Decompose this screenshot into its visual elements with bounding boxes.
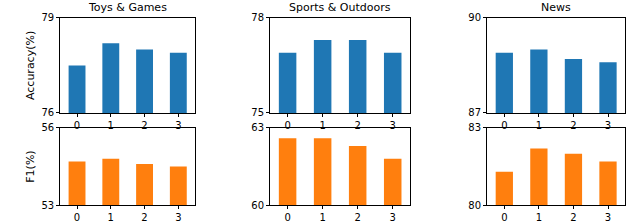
svg-text:2: 2 <box>354 120 360 131</box>
svg-text:0: 0 <box>284 212 290 221</box>
svg-text:79: 79 <box>41 12 54 23</box>
svg-text:60: 60 <box>251 200 264 211</box>
svg-text:F1(%): F1(%) <box>24 150 37 182</box>
svg-text:Sports & Outdoors: Sports & Outdoors <box>289 1 391 14</box>
svg-text:63: 63 <box>251 122 264 133</box>
svg-text:Toys & Games: Toys & Games <box>88 1 167 14</box>
svg-text:1: 1 <box>536 120 542 131</box>
svg-text:2: 2 <box>570 212 576 221</box>
svg-text:1: 1 <box>108 120 114 131</box>
svg-text:1: 1 <box>108 212 114 221</box>
svg-text:0: 0 <box>501 120 507 131</box>
svg-text:2: 2 <box>354 212 360 221</box>
svg-text:0: 0 <box>74 212 80 221</box>
svg-text:3: 3 <box>390 212 396 221</box>
svg-text:78: 78 <box>251 12 264 23</box>
svg-text:87: 87 <box>468 107 481 118</box>
svg-text:56: 56 <box>41 122 54 133</box>
svg-text:2: 2 <box>570 120 576 131</box>
svg-text:1: 1 <box>536 212 542 221</box>
svg-text:76: 76 <box>41 107 54 118</box>
svg-text:3: 3 <box>175 120 181 131</box>
svg-text:0: 0 <box>74 120 80 131</box>
svg-text:80: 80 <box>468 200 481 211</box>
svg-text:0: 0 <box>284 120 290 131</box>
svg-text:83: 83 <box>468 122 481 133</box>
svg-text:3: 3 <box>605 120 611 131</box>
svg-text:News: News <box>541 1 571 14</box>
svg-text:3: 3 <box>605 212 611 221</box>
svg-text:53: 53 <box>41 200 54 211</box>
svg-text:Accuracy(%): Accuracy(%) <box>24 31 37 100</box>
svg-text:90: 90 <box>468 12 481 23</box>
svg-text:1: 1 <box>319 120 325 131</box>
svg-text:2: 2 <box>141 212 147 221</box>
svg-text:2: 2 <box>141 120 147 131</box>
svg-text:3: 3 <box>390 120 396 131</box>
svg-text:75: 75 <box>251 107 264 118</box>
svg-text:0: 0 <box>501 212 507 221</box>
svg-text:3: 3 <box>175 212 181 221</box>
svg-text:1: 1 <box>319 212 325 221</box>
